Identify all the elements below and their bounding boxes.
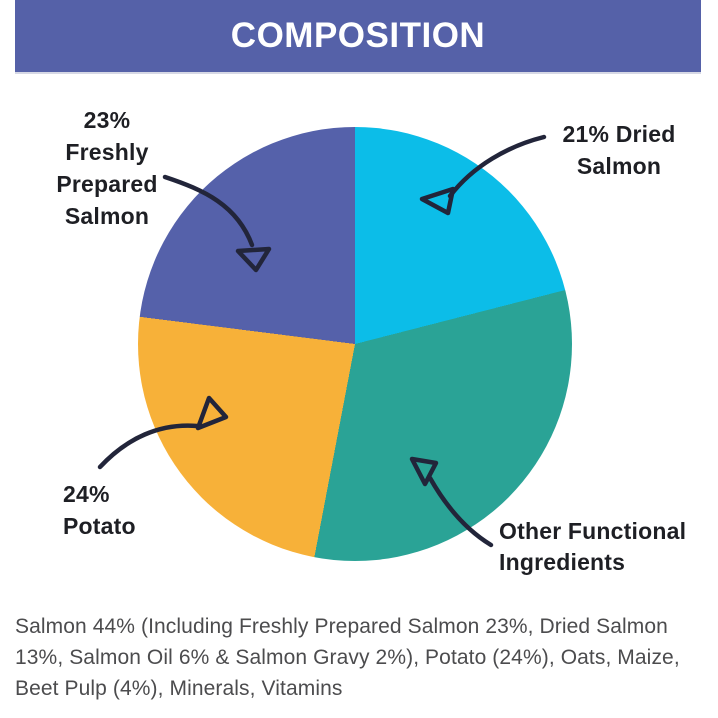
page-title: COMPOSITION	[230, 16, 486, 55]
pie-chart	[138, 127, 572, 561]
label-other-functional-ingredients: Other Functional Ingredients	[499, 518, 687, 575]
label-dried-salmon: 21% Dried Salmon	[562, 121, 676, 179]
header-banner: COMPOSITION	[15, 0, 701, 72]
label-potato: 24% Potato	[63, 481, 136, 539]
label-freshly-prepared-salmon: 23% Freshly Prepared Salmon	[56, 107, 158, 229]
ingredients-footnote: Salmon 44% (Including Freshly Prepared S…	[15, 615, 680, 700]
